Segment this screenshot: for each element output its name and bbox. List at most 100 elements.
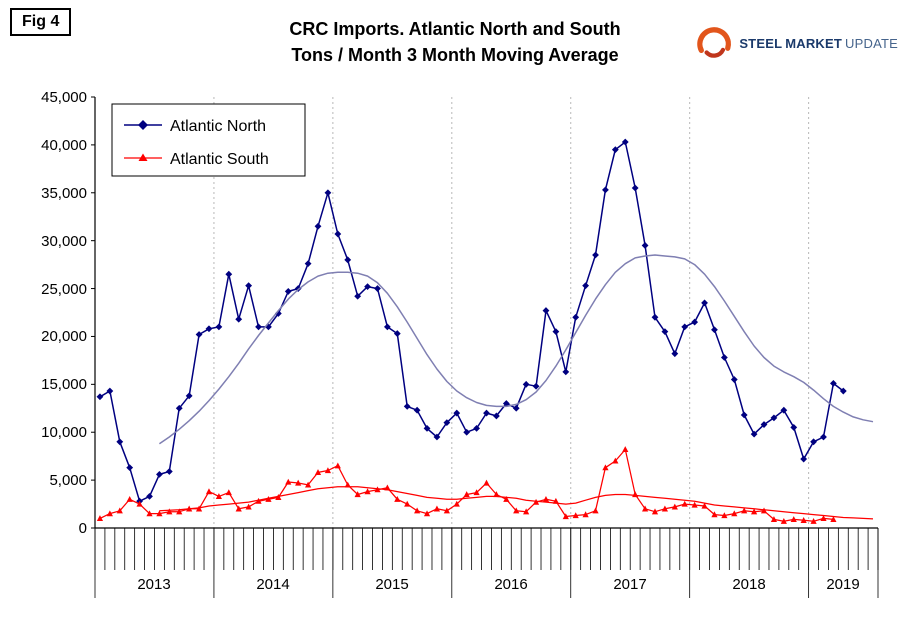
diamond-marker-icon [611,146,619,154]
legend-label-atlantic-north: Atlantic North [170,118,266,135]
diamond-marker-icon [96,393,104,401]
diamond-marker-icon [473,424,480,432]
diamond-marker-icon [225,270,233,278]
diamond-marker-icon [701,299,708,307]
series-line [159,486,874,520]
diamond-marker-icon [780,406,788,414]
diamond-marker-icon [552,328,560,336]
diamond-marker-icon [195,331,203,338]
x-axis-year-label: 2018 [732,576,765,593]
diamond-marker-icon [374,285,381,292]
diamond-marker-icon [284,288,292,295]
triangle-marker-icon [295,479,302,486]
diamond-marker-icon [453,409,461,417]
triangle-marker-icon [255,497,262,504]
legend-entry-atlantic-north: Atlantic North [124,118,266,135]
diamond-marker-icon [493,412,500,420]
axis-ticks-layer [91,96,879,598]
triangle-marker-icon [671,503,678,510]
y-axis-label: 10,000 [41,424,87,441]
triangle-marker-icon [711,511,718,518]
triangle-marker-icon [483,479,490,486]
triangle-marker-icon [691,501,698,508]
diamond-marker-icon [334,230,342,238]
triangle-marker-icon [592,507,599,514]
diamond-marker-icon [820,433,827,441]
diamond-marker-icon [205,325,213,333]
diamond-marker-icon [562,368,570,376]
diamond-marker-icon [681,323,689,331]
triangle-marker-icon [830,516,837,522]
triangle-marker-icon [433,505,441,512]
diamond-marker-icon [463,428,471,436]
diamond-marker-icon [829,379,837,387]
triangle-marker-icon [800,517,807,523]
diamond-marker-icon [126,464,134,472]
diamond-marker-icon [215,323,223,331]
triangle-marker-icon [245,503,252,510]
y-axis-label: 5,000 [49,472,87,489]
diamond-marker-icon [235,315,243,323]
diamond-marker-icon [245,282,253,290]
x-axis-year-label: 2014 [256,576,289,593]
chart-legend: Atlantic North Atlantic South [111,103,306,177]
triangle-marker-icon [820,515,827,522]
triangle-marker-icon [751,508,758,515]
legend-box [111,103,306,177]
triangle-marker-icon [324,467,332,474]
y-axis-label: 30,000 [41,233,87,250]
triangle-marker-icon [681,500,688,507]
series-atlantic-south-smoothed-trend [159,486,874,520]
y-axis-label: 25,000 [41,281,87,298]
triangle-marker-icon [314,469,322,476]
triangle-marker-icon [453,500,460,507]
x-axis-year-label: 2015 [375,576,408,593]
triangle-marker-icon [116,507,123,514]
y-axis-label: 20,000 [41,328,87,345]
legend-label-atlantic-south: Atlantic South [170,151,269,168]
triangle-marker-icon [473,489,480,496]
logo-word-market: MARKET [785,35,843,51]
triangle-marker-icon [334,462,341,469]
diamond-marker-icon [839,387,847,395]
diamond-marker-icon [413,406,421,414]
diamond-marker-icon [602,186,609,194]
triangle-marker-icon [622,446,629,453]
triangle-marker-icon [146,510,153,517]
logo-word-update: UPDATE [845,35,898,51]
x-axis-labels: 2013 2014 2015 2016 2017 2018 2019 [137,576,859,593]
chart-subtitle: Tons / Month 3 Month Moving Average [291,45,619,65]
triangle-marker-icon [701,502,708,509]
triangle-marker-icon [394,495,401,502]
triangle-marker-icon [374,486,381,493]
diamond-marker-icon [592,251,599,259]
diamond-marker-icon [800,455,808,463]
triangle-marker-icon [384,484,391,491]
diamond-marker-icon [810,438,817,446]
triangle-marker-icon [106,510,113,517]
triangle-marker-icon [285,478,292,485]
diamond-marker-icon [651,313,659,321]
triangle-marker-icon [721,512,728,519]
diamond-marker-icon [393,330,401,337]
triangle-marker-icon [354,491,361,498]
triangle-marker-icon [304,481,312,488]
triangle-marker-icon [790,516,797,522]
diamond-marker-icon [730,376,738,383]
triangle-marker-icon [602,464,609,471]
y-axis-label: 15,000 [41,376,87,393]
x-axis-year-label: 2017 [613,576,646,593]
triangle-marker-icon [176,508,183,515]
triangle-marker-icon [562,513,569,520]
triangle-marker-icon [810,517,817,524]
triangle-marker-icon [423,510,431,517]
diamond-marker-icon [116,438,124,446]
y-axis-labels: 0 5,000 10,000 15,000 20,000 25,000 30,0… [41,89,87,537]
triangle-marker-icon [552,497,559,504]
diamond-marker-icon [304,260,312,268]
triangle-marker-icon [523,508,530,515]
triangle-marker-icon [780,517,787,524]
chart-title-block: CRC Imports. Atlantic North and South To… [0,16,910,68]
diamond-marker-icon [621,138,629,146]
